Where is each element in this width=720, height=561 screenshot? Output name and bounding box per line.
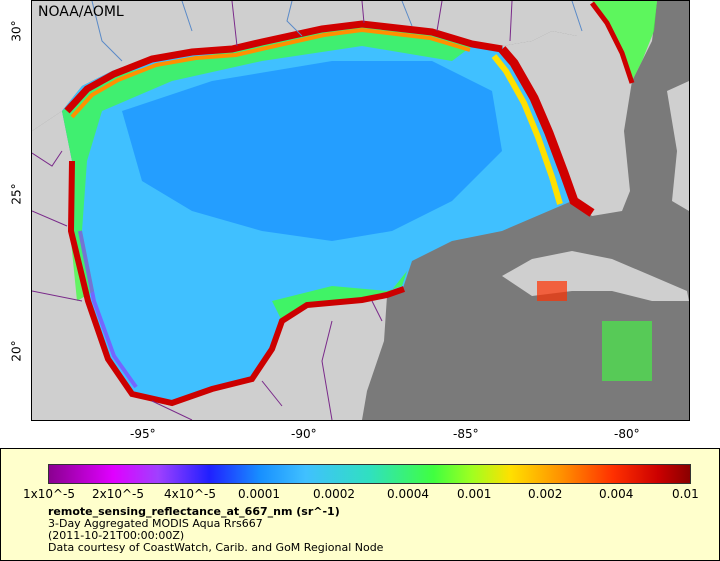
dataset-date: (2011-10-21T00:00:00Z)	[48, 529, 185, 542]
open-water-low-reflectance	[122, 61, 502, 241]
mexico-coast-purple-band	[78, 230, 138, 389]
colorbar-tick-label: 0.0002	[313, 487, 355, 501]
us-landmass	[32, 1, 592, 131]
bahamas-landmass	[667, 81, 689, 211]
map-panel[interactable]: NOAA/AOML	[31, 0, 690, 421]
lon-label-80: -80°	[614, 427, 640, 441]
colorbar-tick-label: 0.002	[528, 487, 563, 501]
colorbar-tick-label: 4x10^-5	[164, 487, 217, 501]
colorbar-tick-label: 1x10^-5	[23, 487, 76, 501]
credit-label: NOAA/AOML	[38, 4, 124, 20]
caribbean-patch	[602, 321, 652, 381]
florida-coast-high-reflectance	[498, 46, 595, 217]
mexico-landmass	[32, 111, 387, 420]
colorbar-tick-label: 0.004	[599, 487, 634, 501]
data-courtesy: Data courtesy of CoastWatch, Carib. and …	[48, 541, 384, 554]
lon-label-85: -85°	[453, 427, 479, 441]
us-state-borders	[231, 1, 513, 47]
colorbar-tick-label: 0.01	[672, 487, 699, 501]
us-coast-orange-band	[70, 27, 471, 119]
florida-landmass	[502, 1, 657, 216]
rivers	[91, 1, 583, 62]
colorbar	[48, 464, 691, 484]
lat-label-20: 20°	[9, 340, 24, 362]
lon-label-90: -90°	[291, 427, 317, 441]
us-coast-high-reflectance	[64, 20, 503, 114]
mexico-state-borders	[32, 210, 383, 420]
cuba-south-patch	[537, 281, 567, 301]
lat-label-30: 30°	[9, 20, 24, 42]
colorbar-tick-label: 0.0004	[387, 487, 429, 501]
lat-label-25: 25°	[9, 183, 24, 205]
colorbar-tick-label: 2x10^-5	[92, 487, 145, 501]
lon-label-95: -95°	[130, 427, 156, 441]
florida-coast-yellow-band	[491, 54, 563, 205]
campeche-bank-green	[272, 271, 407, 321]
legend-panel: 1x10^-5 2x10^-5 4x10^-5 0.0001 0.0002 0.…	[0, 448, 720, 561]
shelf-mid-reflectance	[62, 25, 472, 301]
us-mexico-border	[32, 150, 63, 167]
gulf-of-mexico-map	[32, 1, 689, 420]
colorbar-tick-label: 0.0001	[238, 487, 280, 501]
colorbar-tick-label: 0.001	[457, 487, 492, 501]
atlantic-coast-red	[590, 1, 635, 84]
variable-name: remote_sensing_reflectance_at_667_nm (sr…	[48, 505, 340, 518]
dataset-description: 3-Day Aggregated MODIS Aqua Rrs667	[48, 517, 263, 530]
mexico-coast-high-reflectance	[67, 160, 405, 407]
